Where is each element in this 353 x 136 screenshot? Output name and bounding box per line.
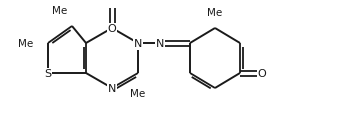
- Text: N: N: [108, 84, 116, 94]
- Text: O: O: [108, 24, 116, 34]
- Text: Me: Me: [207, 8, 223, 18]
- Text: N: N: [156, 39, 164, 49]
- Text: N: N: [134, 39, 142, 49]
- Text: Me: Me: [52, 6, 68, 16]
- Text: S: S: [44, 69, 52, 79]
- Text: Me: Me: [130, 89, 146, 99]
- Text: Me: Me: [18, 39, 34, 49]
- Text: O: O: [258, 69, 267, 79]
